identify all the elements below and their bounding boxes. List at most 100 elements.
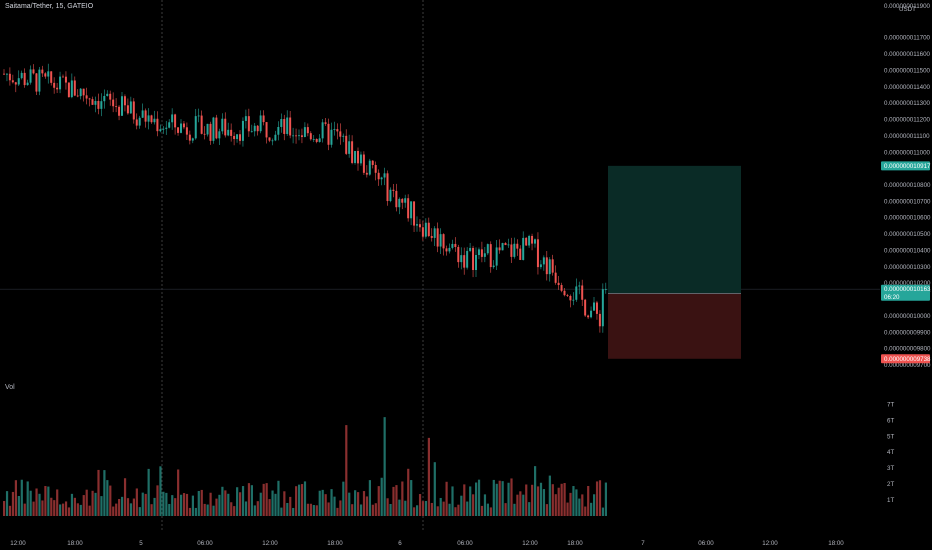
candle-body-185 bbox=[548, 259, 551, 275]
volume-bar-21 bbox=[64, 501, 68, 516]
volume-bar-158 bbox=[469, 486, 472, 516]
candle-body-33 bbox=[100, 101, 103, 109]
candle-body-113 bbox=[336, 129, 339, 132]
volume-bar-25 bbox=[76, 503, 79, 516]
candle-body-190 bbox=[563, 290, 566, 296]
candle-body-69 bbox=[206, 123, 209, 135]
candle-body-5 bbox=[17, 78, 20, 85]
time-tick-8: 12:00 bbox=[522, 540, 538, 547]
candle-body-110 bbox=[327, 123, 330, 145]
time-tick-10: 7 bbox=[641, 540, 645, 547]
candle-body-77 bbox=[230, 129, 233, 136]
volume-bar-68 bbox=[203, 503, 206, 516]
candle-body-102 bbox=[303, 127, 306, 137]
candle-body-18 bbox=[56, 87, 59, 90]
candle-body-182 bbox=[539, 264, 542, 268]
volume-bar-8 bbox=[26, 481, 29, 516]
volume-bar-163 bbox=[483, 494, 487, 516]
time-tick-9: 18:00 bbox=[567, 540, 583, 547]
volume-bar-171 bbox=[507, 482, 510, 516]
volume-bar-189 bbox=[560, 483, 563, 516]
candle-body-181 bbox=[536, 239, 539, 268]
volume-bar-89 bbox=[265, 483, 268, 516]
volume-bar-97 bbox=[289, 496, 292, 516]
volume-bar-187 bbox=[554, 494, 557, 516]
volume-bar-47 bbox=[141, 492, 144, 516]
volume-bar-174 bbox=[516, 494, 519, 516]
volume-bar-132 bbox=[392, 486, 395, 516]
candle-body-139 bbox=[413, 201, 416, 226]
candle-body-14 bbox=[44, 73, 47, 77]
price-tick-6: 0.000000011100 bbox=[884, 133, 930, 140]
candle-body-34 bbox=[103, 95, 106, 102]
volume-bar-27 bbox=[82, 495, 85, 516]
volume-bar-188 bbox=[557, 487, 560, 516]
volume-bar-178 bbox=[528, 502, 531, 516]
candle-body-47 bbox=[141, 110, 144, 118]
candle-body-101 bbox=[300, 135, 303, 137]
volume-bar-6 bbox=[20, 479, 23, 516]
candle-body-133 bbox=[395, 190, 398, 208]
candle-body-43 bbox=[129, 101, 132, 114]
volume-bar-76 bbox=[227, 493, 230, 516]
volume-bar-0 bbox=[3, 501, 6, 516]
volume-bar-14 bbox=[44, 486, 47, 516]
volume-bar-157 bbox=[466, 501, 469, 516]
candle-body-115 bbox=[342, 135, 345, 137]
volume-bar-176 bbox=[522, 494, 525, 516]
volume-bar-147 bbox=[436, 506, 439, 516]
price-tick-1: 0.000000011600 bbox=[884, 51, 931, 58]
volume-bar-168 bbox=[498, 480, 501, 516]
candle-body-140 bbox=[416, 224, 418, 226]
candle-body-0 bbox=[3, 73, 5, 75]
candle-body-168 bbox=[498, 247, 501, 251]
volume-bar-62 bbox=[185, 493, 189, 516]
volume-bar-32 bbox=[97, 469, 100, 516]
volume-bar-111 bbox=[330, 489, 333, 516]
candle-body-25 bbox=[76, 95, 79, 97]
candle-body-87 bbox=[259, 115, 262, 132]
time-tick-3: 06:00 bbox=[197, 540, 213, 547]
volume-bar-114 bbox=[339, 500, 342, 516]
candle-body-116 bbox=[345, 135, 348, 154]
volume-bar-79 bbox=[236, 487, 239, 516]
volume-bar-48 bbox=[144, 493, 147, 516]
volume-bar-42 bbox=[126, 498, 130, 516]
time-tick-11: 06:00 bbox=[698, 540, 714, 547]
candle-body-17 bbox=[53, 82, 56, 88]
volume-bar-203 bbox=[601, 507, 605, 516]
volume-bar-102 bbox=[303, 481, 307, 516]
volume-bar-152 bbox=[451, 486, 454, 516]
volume-bar-143 bbox=[424, 500, 428, 516]
volume-bar-17 bbox=[53, 500, 56, 516]
candle-body-176 bbox=[522, 237, 525, 260]
volume-bar-182 bbox=[539, 482, 543, 516]
candle-body-1 bbox=[5, 73, 8, 75]
candle-body-120 bbox=[357, 150, 359, 164]
time-axis[interactable]: 12:00 18:00 5 06:00 12:00 18:00 6 06:00 12:00 18:… bbox=[10, 540, 844, 547]
volume-bar-173 bbox=[513, 503, 516, 516]
candle-body-39 bbox=[118, 106, 121, 116]
candle-body-118 bbox=[351, 141, 354, 163]
candle-body-131 bbox=[389, 189, 392, 202]
volume-bar-58 bbox=[174, 498, 177, 516]
volume-pane-label: Vol bbox=[5, 384, 15, 391]
volume-bar-59 bbox=[177, 469, 180, 516]
candle-body-8 bbox=[26, 82, 29, 86]
candle-body-194 bbox=[575, 286, 578, 300]
volume-bar-20 bbox=[62, 503, 65, 516]
volume-bar-172 bbox=[510, 478, 513, 516]
candle-body-197 bbox=[584, 299, 587, 316]
current-price-tag-value: 0.000000010163 bbox=[884, 286, 931, 293]
risk-reward-zones[interactable] bbox=[608, 165, 741, 359]
candle-body-138 bbox=[410, 201, 413, 219]
candle-body-85 bbox=[253, 125, 256, 132]
volume-bar-141 bbox=[418, 494, 422, 516]
candle-body-41 bbox=[123, 96, 126, 106]
candle-body-65 bbox=[194, 116, 197, 139]
volume-bar-100 bbox=[298, 484, 301, 516]
candle-body-159 bbox=[472, 247, 475, 271]
candle-body-68 bbox=[203, 133, 206, 135]
